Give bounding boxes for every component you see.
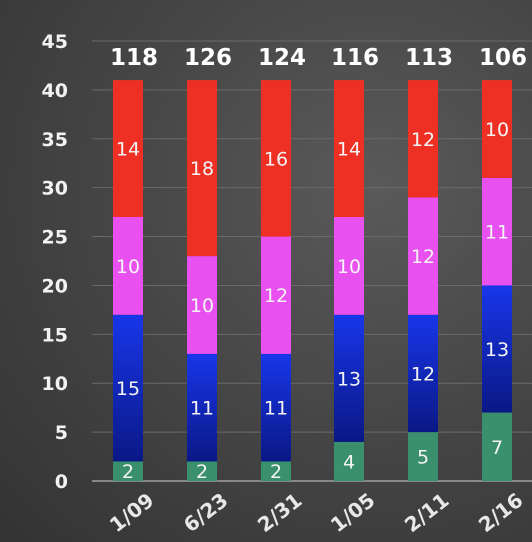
bars: 2 15 10 14 2 11 10 18 2 11 12 16 4 13 10 14 5 12 12 12 7 13 11…	[113, 80, 512, 483]
bar-segment	[408, 432, 438, 481]
segment-value-label: 13	[337, 368, 361, 390]
bar-segment	[261, 236, 291, 354]
x-tick-label: 6/23	[179, 488, 232, 537]
y-tick-label: 35	[42, 129, 68, 151]
y-tick-label: 20	[42, 275, 68, 297]
bar-segment	[113, 217, 143, 315]
y-tick-label: 10	[42, 373, 68, 395]
bar-total-label: 124	[258, 45, 306, 71]
bar-segment	[113, 314, 143, 462]
bar-total-label: 106	[479, 45, 527, 71]
segment-value-label: 16	[264, 148, 288, 170]
x-tick-label: 2/16	[474, 488, 527, 537]
segment-value-label: 14	[337, 139, 361, 161]
bar-segment	[482, 177, 512, 286]
x-axis: 1/09 6/23 2/31 1/05 2/11 2/16	[105, 488, 527, 537]
bar-total-label: 116	[331, 45, 379, 71]
bar-segment	[482, 285, 512, 413]
segment-value-label: 10	[337, 256, 361, 278]
segment-value-label: 15	[116, 378, 140, 400]
segment-value-label: 2	[196, 461, 208, 483]
bar-segment	[113, 461, 143, 481]
segment-value-label: 12	[411, 363, 435, 385]
segment-value-label: 11	[485, 222, 509, 244]
segment-value-label: 10	[485, 119, 509, 141]
segment-value-label: 10	[116, 256, 140, 278]
segment-value-label: 2	[270, 461, 282, 483]
segment-value-label: 11	[264, 398, 288, 420]
y-tick-label: 30	[42, 178, 68, 200]
bar-totals: 118 126 124 116 113 106	[110, 45, 527, 71]
bar-segment	[261, 461, 291, 481]
bar-total-label: 113	[405, 45, 453, 71]
y-axis: 0 5 10 15 20 25 30 35 40 45	[42, 31, 68, 493]
segment-value-label: 13	[485, 339, 509, 361]
y-tick-label: 15	[42, 324, 68, 346]
bar-total-label: 126	[184, 45, 232, 71]
y-tick-label: 25	[42, 227, 68, 249]
bar-segment	[261, 353, 291, 462]
bar-segment	[334, 80, 364, 217]
y-tick-label: 45	[42, 31, 68, 53]
segment-value-label: 10	[190, 295, 214, 317]
bar-segment	[187, 80, 217, 257]
y-tick-label: 5	[55, 422, 68, 444]
bar-segment	[482, 412, 512, 481]
segment-value-label: 4	[343, 451, 355, 473]
bar-segment	[261, 80, 291, 237]
segment-value-label: 14	[116, 139, 140, 161]
bar-total-label: 118	[110, 45, 158, 71]
bar-segment	[113, 80, 143, 217]
x-tick-label: 1/05	[326, 488, 379, 537]
segment-value-label: 5	[417, 447, 429, 469]
x-tick-label: 1/09	[105, 488, 158, 537]
segment-value-label: 2	[122, 461, 134, 483]
bar-segment	[408, 197, 438, 315]
bar-segment	[187, 353, 217, 462]
y-tick-label: 40	[42, 80, 68, 102]
segment-value-label: 7	[491, 437, 503, 459]
bar-segment	[334, 217, 364, 315]
bar-segment	[334, 314, 364, 442]
segment-value-label: 18	[190, 158, 214, 180]
bar-segment	[408, 80, 438, 198]
segment-value-label: 12	[264, 285, 288, 307]
bar-segment	[187, 256, 217, 354]
segment-value-label: 12	[411, 129, 435, 151]
y-tick-label: 0	[55, 471, 68, 493]
x-tick-label: 2/11	[400, 488, 453, 537]
bar-segment	[408, 314, 438, 433]
x-tick-label: 2/31	[253, 488, 306, 537]
segment-value-label: 12	[411, 246, 435, 268]
segment-value-label: 11	[190, 398, 214, 420]
gridlines	[92, 40, 532, 482]
bar-segment	[482, 80, 512, 178]
bar-segment	[334, 441, 364, 481]
bar-segment	[187, 461, 217, 481]
